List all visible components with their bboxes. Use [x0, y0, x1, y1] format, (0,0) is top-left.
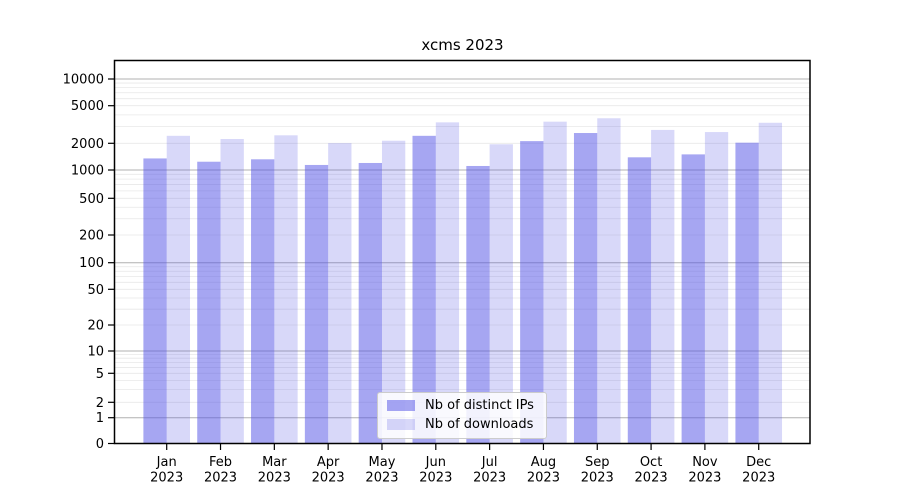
y-tick-label-10: 10 — [87, 345, 104, 360]
legend: Nb of distinct IPs Nb of downloads — [377, 392, 547, 439]
legend-row-distinct-ips: Nb of distinct IPs — [387, 398, 537, 413]
x-tick-label-month-mar: Mar — [262, 455, 287, 470]
bar-distinct-ips-may — [358, 162, 382, 444]
x-tick-label-month-dec: Dec — [746, 455, 771, 470]
plot-border — [113, 59, 811, 445]
x-tick-label-month-jun: Jun — [425, 455, 446, 470]
legend-swatch-distinct-ips — [387, 400, 415, 411]
bar-distinct-ips-mar — [251, 159, 275, 444]
bar-distinct-ips-nov — [681, 154, 705, 444]
bar-distinct-ips-dec — [735, 142, 759, 444]
y-tick-label-10000: 10000 — [63, 73, 104, 88]
y-tick-label-2000: 2000 — [71, 137, 104, 152]
y-tick-label-2: 2 — [96, 396, 104, 411]
x-tick-label-month-nov: Nov — [692, 455, 718, 470]
x-tick-label-month-aug: Aug — [531, 455, 556, 470]
y-tick-label-0: 0 — [96, 437, 104, 452]
bar-distinct-ips-oct — [627, 157, 652, 444]
bar-downloads-aug — [543, 121, 567, 444]
x-tick-label-year-oct: 2023 — [635, 471, 668, 486]
bar-downloads-nov — [704, 132, 729, 444]
bar-downloads-apr — [328, 143, 352, 444]
x-tick-label-month-may: May — [369, 455, 396, 470]
x-tick-label-month-apr: Apr — [317, 455, 340, 470]
y-tick-label-5: 5 — [96, 367, 104, 382]
y-tick-label-1000: 1000 — [71, 164, 104, 179]
bar-distinct-ips-sep — [573, 133, 598, 444]
x-tick-label-year-nov: 2023 — [688, 471, 721, 486]
x-tick-label-year-jan: 2023 — [150, 471, 183, 486]
x-tick-label-year-apr: 2023 — [312, 471, 345, 486]
x-tick-label-month-jul: Jul — [481, 455, 498, 470]
bar-distinct-ips-aug — [520, 141, 544, 444]
x-tick-label-month-sep: Sep — [585, 455, 610, 470]
bar-downloads-jun — [435, 122, 460, 444]
legend-row-downloads: Nb of downloads — [387, 417, 537, 432]
legend-label-distinct-ips: Nb of distinct IPs — [425, 398, 534, 413]
legend-label-downloads: Nb of downloads — [425, 417, 534, 432]
bar-distinct-ips-jan — [143, 158, 167, 444]
y-tick-label-100: 100 — [79, 256, 104, 271]
x-tick-label-year-dec: 2023 — [742, 471, 775, 486]
legend-swatch-downloads — [387, 419, 415, 430]
y-tick-label-200: 200 — [79, 229, 104, 244]
x-tick-label-month-jan: Jan — [156, 455, 177, 470]
bar-downloads-dec — [758, 122, 783, 444]
y-tick-label-20: 20 — [87, 319, 104, 334]
bar-distinct-ips-jul — [466, 165, 490, 444]
bar-distinct-ips-jun — [412, 135, 436, 444]
bar-downloads-may — [381, 140, 406, 444]
bar-downloads-sep — [597, 118, 621, 444]
bar-downloads-jan — [166, 135, 190, 444]
bar-downloads-mar — [274, 135, 298, 444]
y-tick-label-5000: 5000 — [71, 99, 104, 114]
x-tick-label-month-oct: Oct — [640, 455, 662, 470]
x-tick-label-year-may: 2023 — [365, 471, 398, 486]
y-tick-label-50: 50 — [87, 283, 104, 298]
bar-downloads-jul — [489, 144, 513, 444]
x-tick-label-year-jul: 2023 — [473, 471, 506, 486]
bar-downloads-oct — [651, 129, 675, 444]
chart-title: xcms 2023 — [421, 36, 504, 54]
bar-distinct-ips-feb — [197, 161, 221, 444]
x-tick-label-year-jun: 2023 — [419, 471, 452, 486]
x-tick-label-year-sep: 2023 — [581, 471, 614, 486]
bar-distinct-ips-apr — [304, 164, 329, 444]
x-tick-label-year-aug: 2023 — [527, 471, 560, 486]
x-tick-label-year-feb: 2023 — [204, 471, 237, 486]
x-tick-label-month-feb: Feb — [209, 455, 232, 470]
y-tick-label-500: 500 — [79, 192, 104, 207]
y-tick-label-1: 1 — [96, 411, 104, 426]
bar-downloads-feb — [220, 139, 244, 444]
x-tick-label-year-mar: 2023 — [258, 471, 291, 486]
